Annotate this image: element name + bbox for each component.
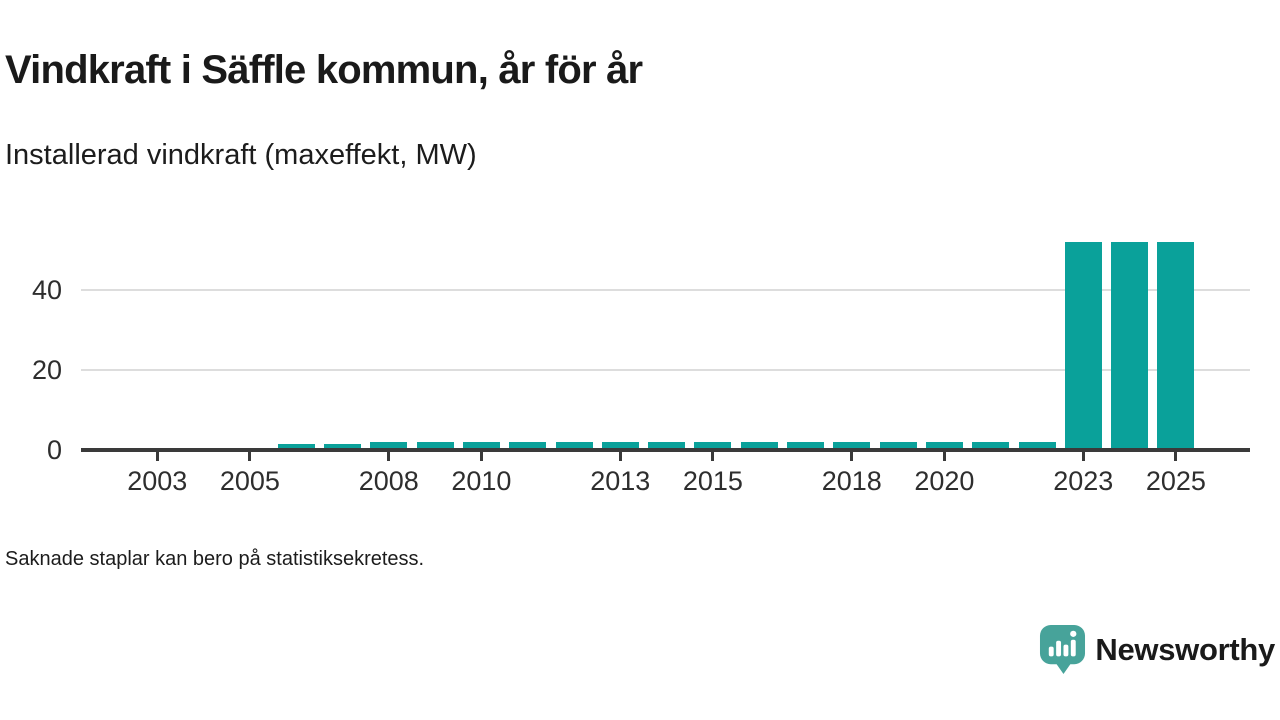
bar-2019	[879, 441, 917, 448]
bar-2013	[601, 441, 639, 448]
x-tick-2008	[387, 452, 391, 461]
bar-2012	[555, 441, 593, 448]
y-tick-label-20: 20	[31, 355, 62, 385]
x-tick-label-2013: 2013	[590, 466, 651, 496]
bar-2014	[648, 441, 686, 448]
bar-2020	[925, 441, 963, 448]
x-tick-2018	[850, 452, 854, 461]
chart-subtitle: Installerad vindkraft (maxeffekt, MW)	[5, 139, 477, 171]
bar-2021	[972, 441, 1010, 448]
x-tick-label-2010: 2010	[451, 466, 512, 496]
x-tick-2020	[942, 452, 946, 461]
bar-2018	[833, 441, 871, 448]
bar-2017	[787, 441, 824, 448]
y-tick-label-0: 0	[46, 435, 62, 465]
newsworthy-logo: Newsworthy	[1039, 624, 1275, 675]
bar-2023	[1064, 242, 1102, 448]
bar-2016	[740, 441, 778, 448]
x-tick-2023	[1081, 452, 1085, 461]
y-tick-label-40: 40	[31, 275, 62, 305]
x-tick-2010	[479, 452, 483, 461]
x-tick-2005	[248, 452, 252, 461]
x-tick-label-2003: 2003	[127, 466, 188, 496]
bar-2008	[370, 441, 408, 448]
bar-2006	[277, 444, 315, 448]
gridline-40	[81, 289, 1250, 291]
x-tick-label-2015: 2015	[682, 466, 743, 496]
footnote: Saknade staplar kan bero på statistiksek…	[5, 548, 425, 570]
bar-chart-speech-bubble-icon	[1039, 624, 1086, 675]
x-tick-label-2008: 2008	[358, 466, 419, 496]
x-tick-label-2025: 2025	[1145, 466, 1206, 496]
bar-2009	[416, 441, 454, 448]
logo-wordmark: Newsworthy	[1095, 631, 1275, 667]
bar-2025	[1157, 242, 1195, 448]
x-tick-label-2018: 2018	[821, 466, 882, 496]
bar-2015	[694, 441, 732, 448]
bar-2010	[462, 441, 500, 448]
bar-2022	[1018, 441, 1056, 448]
page-title: Vindkraft i Säffle kommun, år för år	[5, 48, 643, 92]
x-tick-label-2023: 2023	[1053, 466, 1114, 496]
x-tick-label-2020: 2020	[914, 466, 975, 496]
bar-2024	[1111, 242, 1149, 448]
x-axis-line	[81, 448, 1250, 452]
gridline-20	[81, 369, 1250, 371]
x-tick-2025	[1174, 452, 1178, 461]
x-tick-2013	[618, 452, 622, 461]
bar-2011	[509, 441, 547, 448]
x-tick-2003	[155, 452, 159, 461]
x-tick-2015	[711, 452, 715, 461]
x-tick-label-2005: 2005	[219, 466, 280, 496]
bar-2007	[324, 444, 361, 448]
